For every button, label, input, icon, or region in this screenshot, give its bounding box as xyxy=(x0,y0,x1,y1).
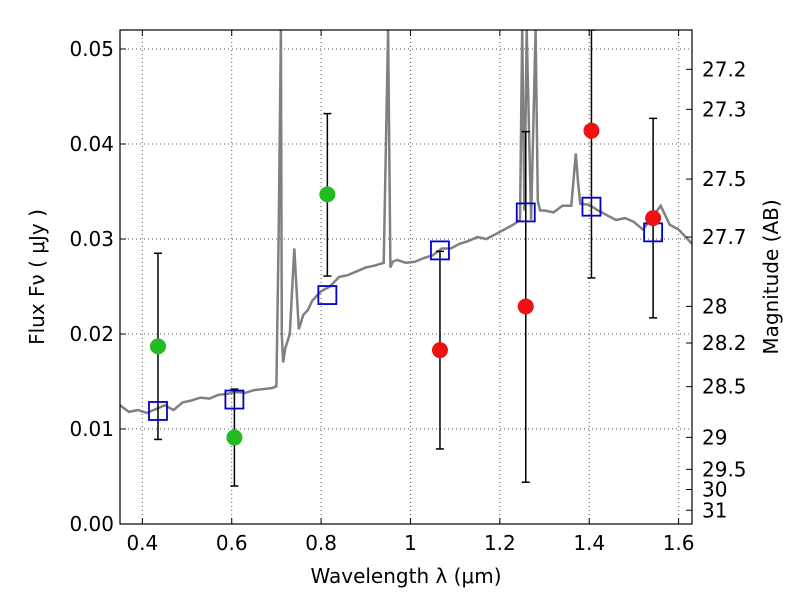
y-tick-label: 0.00 xyxy=(69,512,114,536)
right-tick-label: 29 xyxy=(702,425,727,449)
right-tick-label: 28.5 xyxy=(702,375,747,399)
model-flux-box xyxy=(430,240,450,261)
right-tick-label: 27.3 xyxy=(702,97,747,121)
right-tick-label: 29.5 xyxy=(702,457,747,481)
x-tick-label: 0.8 xyxy=(305,531,337,555)
x-tick-label: 1.2 xyxy=(484,531,516,555)
model-flux-box xyxy=(148,401,168,421)
red-data-point xyxy=(583,122,600,139)
green-data-point xyxy=(226,429,243,446)
right-tick-label: 30 xyxy=(702,478,727,502)
green-data-point xyxy=(319,186,336,203)
x-tick-label: 1.6 xyxy=(663,531,695,555)
right-tick-label: 31 xyxy=(702,498,727,522)
spectrum-layer xyxy=(120,30,692,415)
data-markers xyxy=(148,122,664,446)
x-tick-label: 1.4 xyxy=(573,531,605,555)
model-flux-box xyxy=(317,285,338,305)
right-tick-label: 27.5 xyxy=(702,167,747,191)
model-flux-box xyxy=(224,389,245,410)
y-tick-label: 0.04 xyxy=(69,132,114,156)
x-tick-label: 0.4 xyxy=(126,531,158,555)
y-axis-title: Flux Fν ( μJy ) xyxy=(25,209,49,345)
model-spectrum-line xyxy=(120,30,692,415)
right-tick-label: 28 xyxy=(702,294,727,318)
model-flux-box xyxy=(581,196,602,217)
red-data-point xyxy=(431,342,448,359)
right-tick-label: 27.7 xyxy=(702,225,747,249)
right-tick-label: 28.2 xyxy=(702,331,747,355)
green-data-point xyxy=(149,338,166,355)
red-data-point xyxy=(517,298,534,315)
grid-lines xyxy=(120,30,692,525)
red-data-point xyxy=(645,210,662,227)
model-flux-box xyxy=(515,202,536,223)
x-tick-label: 0.6 xyxy=(216,531,248,555)
axis-ticks: 0.4 0.6 0.8 1 1.2 1.4 1.6 0.00 0.01 0.02 0.03 0.04 0… xyxy=(69,30,747,555)
y-axis-right-title: Magnitude (AB) xyxy=(759,199,783,354)
y-tick-label: 0.02 xyxy=(69,322,114,346)
y-tick-label: 0.05 xyxy=(69,37,114,61)
x-axis-title: Wavelength λ (μm) xyxy=(310,564,501,588)
error-bars xyxy=(153,30,658,487)
y-tick-label: 0.01 xyxy=(69,417,114,441)
x-tick-label: 1 xyxy=(404,531,417,555)
right-tick-label: 27.2 xyxy=(702,57,747,81)
y-tick-label: 0.03 xyxy=(69,227,114,251)
plot-frame xyxy=(119,29,693,525)
